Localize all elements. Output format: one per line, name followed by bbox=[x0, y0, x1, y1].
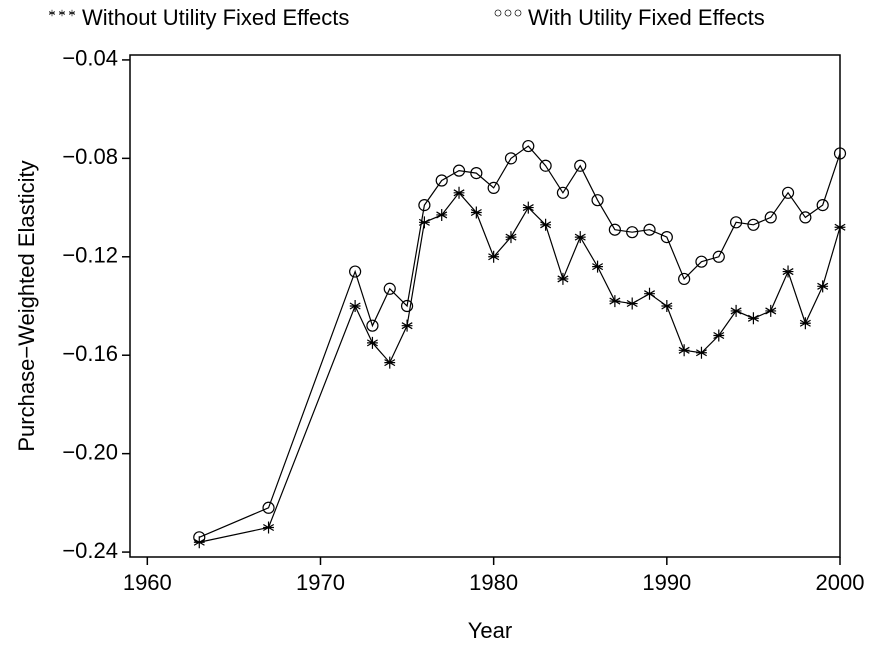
circle-marker bbox=[660, 230, 673, 244]
circle-marker bbox=[695, 255, 708, 268]
star-marker bbox=[470, 206, 482, 219]
star-marker bbox=[366, 336, 378, 349]
star-marker bbox=[418, 216, 430, 229]
star-marker bbox=[626, 297, 638, 310]
circle-marker bbox=[799, 211, 812, 224]
circle-marker bbox=[452, 164, 466, 177]
x-axis-title: Year bbox=[468, 618, 512, 643]
star-marker bbox=[263, 521, 275, 534]
star-marker bbox=[505, 231, 517, 244]
star-marker bbox=[834, 221, 846, 234]
star-marker bbox=[695, 346, 707, 359]
y-tick-label: −0.20 bbox=[62, 439, 118, 464]
circle-marker bbox=[574, 159, 587, 172]
series-line bbox=[199, 145, 841, 538]
star-marker bbox=[453, 186, 465, 199]
circle-marker bbox=[383, 282, 396, 295]
star-marker bbox=[799, 317, 811, 330]
circle-marker bbox=[539, 159, 552, 172]
circle-marker bbox=[643, 223, 656, 236]
star-marker bbox=[68, 9, 76, 17]
circle-marker bbox=[591, 194, 604, 207]
circle-marker bbox=[712, 250, 725, 263]
circle-marker bbox=[262, 501, 275, 514]
star-marker bbox=[384, 356, 396, 369]
circle-marker bbox=[487, 181, 500, 194]
star-marker bbox=[592, 260, 604, 273]
star-marker bbox=[747, 312, 759, 325]
star-marker bbox=[48, 9, 56, 17]
circle-marker bbox=[504, 152, 518, 165]
circle-marker bbox=[400, 299, 414, 313]
circle-marker bbox=[349, 265, 362, 278]
series-line bbox=[199, 191, 841, 543]
y-tick-label: −0.08 bbox=[62, 144, 118, 169]
star-marker bbox=[678, 344, 690, 357]
circle-marker bbox=[764, 211, 777, 224]
star-marker bbox=[436, 208, 448, 221]
x-tick-label: 1990 bbox=[642, 570, 691, 595]
circle-marker bbox=[833, 147, 847, 160]
y-tick-label: −0.04 bbox=[62, 46, 118, 71]
legend-label: Without Utility Fixed Effects bbox=[82, 5, 349, 30]
star-marker bbox=[540, 218, 552, 231]
star-marker bbox=[817, 280, 829, 293]
star-marker bbox=[349, 300, 361, 312]
star-marker bbox=[782, 265, 794, 278]
circle-marker bbox=[556, 186, 570, 199]
circle-marker bbox=[470, 167, 483, 180]
star-marker bbox=[401, 319, 413, 332]
circle-marker bbox=[608, 223, 621, 236]
circle-marker bbox=[522, 139, 535, 153]
star-marker bbox=[661, 300, 673, 312]
star-marker bbox=[488, 250, 500, 263]
circle-marker bbox=[816, 199, 829, 212]
star-marker bbox=[522, 201, 534, 214]
star-marker bbox=[730, 304, 742, 317]
circle-marker bbox=[729, 216, 743, 229]
star-marker bbox=[713, 329, 725, 342]
star-marker bbox=[58, 9, 66, 17]
y-axis-title: Purchase−Weighted Elasticity bbox=[14, 160, 39, 451]
circle-marker bbox=[193, 531, 206, 544]
circle-marker bbox=[626, 226, 639, 239]
circle-marker bbox=[435, 174, 448, 187]
x-tick-label: 1960 bbox=[123, 570, 172, 595]
circle-marker bbox=[366, 319, 379, 332]
star-marker bbox=[765, 304, 777, 317]
y-tick-label: −0.16 bbox=[62, 341, 118, 366]
circle-marker bbox=[494, 9, 502, 17]
x-tick-label: 2000 bbox=[816, 570, 865, 595]
legend-label: With Utility Fixed Effects bbox=[528, 5, 765, 30]
star-marker bbox=[644, 287, 656, 300]
star-marker bbox=[557, 272, 569, 285]
y-tick-label: −0.12 bbox=[62, 243, 118, 268]
circle-marker bbox=[504, 9, 512, 17]
circle-marker bbox=[514, 9, 522, 17]
star-marker bbox=[609, 295, 621, 308]
x-tick-label: 1970 bbox=[296, 570, 345, 595]
circle-marker bbox=[418, 199, 431, 212]
plot-frame bbox=[129, 54, 841, 558]
y-tick-label: −0.24 bbox=[62, 538, 118, 563]
x-tick-label: 1980 bbox=[469, 570, 518, 595]
circle-marker bbox=[678, 272, 691, 286]
star-marker bbox=[574, 231, 586, 244]
circle-marker bbox=[747, 218, 760, 231]
circle-marker bbox=[781, 186, 795, 199]
